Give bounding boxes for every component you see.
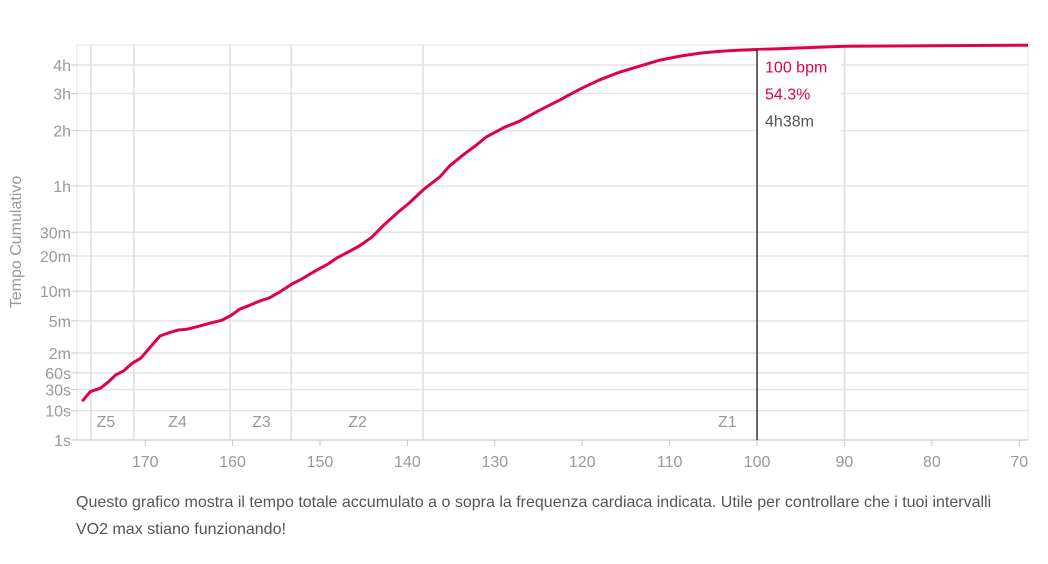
y-tick-label: 3h: [53, 87, 71, 104]
zone-label: Z5: [97, 414, 116, 431]
x-tick-label: 140: [394, 454, 421, 471]
y-tick-label: 4h: [53, 58, 71, 75]
x-tick-label: 120: [569, 454, 596, 471]
chart-caption: Questo grafico mostra il tempo totale ac…: [76, 494, 992, 538]
y-tick-label: 30s: [45, 383, 71, 400]
x-tick-label: 70: [1010, 454, 1028, 471]
x-tick-label: 130: [481, 454, 508, 471]
tooltip-bpm: 100 bpm: [765, 60, 827, 77]
tooltip-time: 4h38m: [765, 114, 814, 131]
x-tick-label: 90: [836, 454, 854, 471]
x-tick-label: 80: [923, 454, 941, 471]
series-line: [81, 43, 1029, 403]
x-tick-label: 100: [744, 454, 771, 471]
x-tick-label: 160: [219, 454, 246, 471]
y-tick-label: 30m: [40, 225, 71, 242]
x-tick-label: 110: [657, 454, 683, 471]
tooltip-percent: 54.3%: [765, 87, 810, 104]
y-tick-label: 2m: [49, 346, 71, 363]
y-tick-label: 1h: [53, 179, 71, 196]
zone-label: Z4: [168, 414, 187, 431]
y-tick-label: 10m: [40, 284, 71, 301]
y-tick-label: 1s: [54, 433, 71, 450]
zone-label: Z1: [718, 414, 737, 431]
y-tick-label: 5m: [49, 314, 71, 331]
x-tick-label: 170: [132, 454, 159, 471]
zone-label: Z3: [252, 414, 271, 431]
zone-label: Z2: [348, 414, 367, 431]
y-tick-label: 2h: [53, 124, 71, 141]
y-tick-label: 20m: [40, 249, 71, 266]
tooltip-box: [758, 50, 842, 136]
x-tick-label: 150: [307, 454, 334, 471]
y-tick-label: 10s: [45, 404, 71, 421]
y-axis-label: Tempo Cumulativo: [8, 176, 25, 309]
y-tick-label: 60s: [45, 366, 71, 383]
